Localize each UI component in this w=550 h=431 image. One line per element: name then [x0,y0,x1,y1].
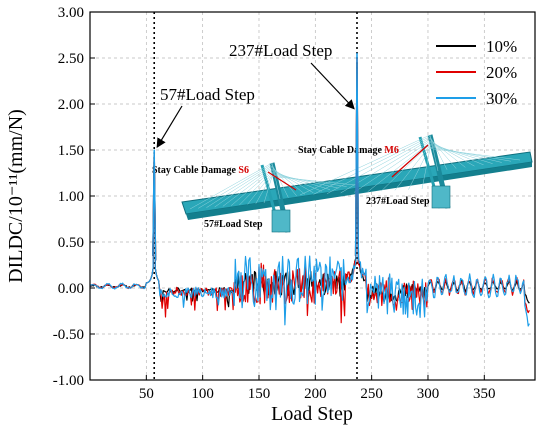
x-tick-label: 200 [304,386,327,402]
cable [429,134,439,172]
cable [421,148,431,190]
cable [271,174,347,187]
annotation-57-label: 57#Load Step [160,85,255,104]
cable [239,171,273,206]
cable [367,142,431,192]
annotation-237-label: 237#Load Step [229,41,332,60]
x-tick-label: 250 [360,386,383,402]
cable [271,173,339,189]
y-tick-label: 3.00 [58,5,84,21]
damaged-cable-s6 [267,171,297,191]
cable [354,140,431,193]
cable [198,164,273,209]
cable [429,142,484,166]
cable [429,146,511,162]
y-tick-label: 1.50 [58,143,84,159]
cable [313,136,431,195]
y-tick-label: 2.00 [58,97,84,113]
inset-label-s6: Stay Cable Damage S6 [152,165,249,176]
cable [247,173,273,205]
cable [271,171,331,190]
ticks: 50 100 150 200 250 300 350 -1.00 -0.50 0.00 0.50 1.… [53,5,496,402]
cable [263,176,273,204]
annotations: 57#Load Step 237#Load Step [156,41,355,149]
y-axis-title: DILDC/10⁻¹¹(mm/N) [5,109,27,283]
annotation-237-arrow [310,62,355,110]
cable [271,170,322,192]
cable [255,174,273,204]
cable [222,168,273,207]
cable [271,162,281,200]
y-tick-label: 1.00 [58,189,84,205]
pier-left [271,209,291,233]
series-line-3 [89,52,530,327]
cable [429,145,502,163]
inset-label-237: 237#Load Step [366,196,430,207]
bridge-inset: Stay Cable Damage S6 Stay Cable Damage M… [152,134,533,233]
x-tick-label: 150 [248,386,271,402]
annotation-57-arrow [156,105,183,149]
cable [299,134,431,196]
peak-mark-3 [152,149,157,261]
x-tick-label: 50 [139,386,154,402]
legend-label-3: 30% [486,89,517,108]
legend-label-1: 10% [486,37,517,56]
cable [429,143,493,164]
y-tick-label: 0.00 [58,281,84,297]
y-tick-label: -0.50 [53,327,84,343]
stay-cables [189,134,521,210]
cable [189,162,273,210]
x-tick-label: 100 [191,386,214,402]
cable [271,176,356,186]
cable [408,146,431,190]
series-group [89,52,530,327]
pier-right [431,185,451,209]
y-tick-label: 0.50 [58,235,84,251]
y-tick-label: -1.00 [53,373,84,389]
cable [394,145,431,191]
cable [206,165,273,208]
inset-label-m6: Stay Cable Damage M6 [298,145,399,156]
x-axis-title: Load Step [271,403,353,425]
inset-label-57: 57#Load Step [204,219,263,230]
cable [230,170,273,206]
cable [326,137,431,194]
cable [214,167,273,208]
x-tick-label: 350 [473,386,496,402]
peak-layer [152,53,360,261]
x-tick-label: 300 [417,386,440,402]
cable [381,143,431,192]
y-tick-label: 2.50 [58,51,84,67]
damaged-cable-m6 [391,144,429,178]
legend-label-2: 20% [486,63,517,82]
cable [429,140,475,167]
cable [271,168,314,193]
legend: 10% 20% 30% [436,37,517,108]
peak-mark-3 [354,53,360,261]
cable [429,148,521,161]
